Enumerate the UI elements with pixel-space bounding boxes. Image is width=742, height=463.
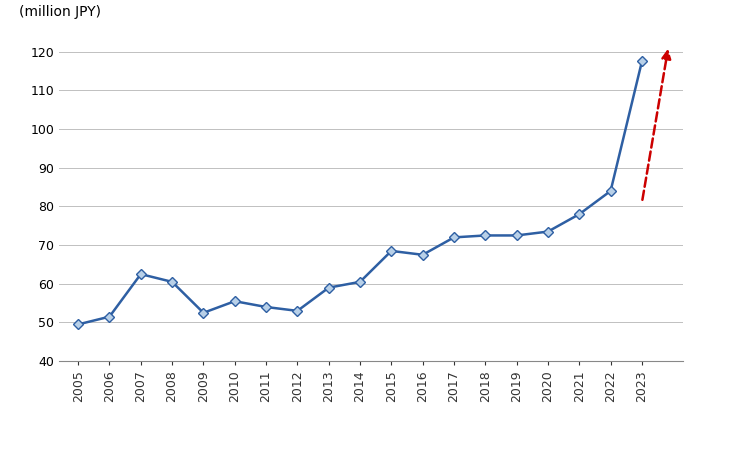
Text: (million JPY): (million JPY)	[19, 5, 101, 19]
